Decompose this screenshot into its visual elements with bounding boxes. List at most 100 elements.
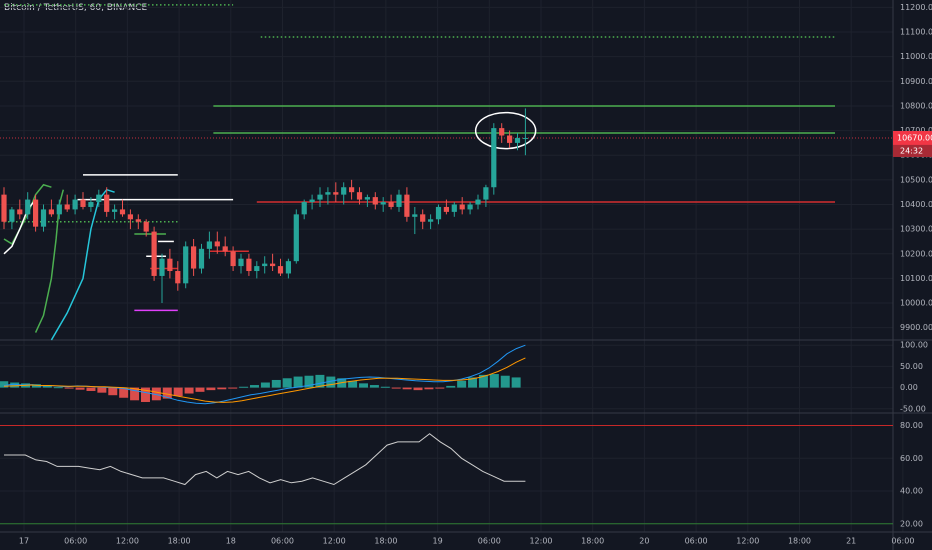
candle-body	[238, 258, 244, 267]
candle-body	[499, 128, 505, 136]
candle-body	[175, 271, 181, 284]
candle-body	[491, 128, 497, 188]
candle-body	[349, 187, 355, 193]
macd-bar	[478, 374, 488, 388]
macd-bar	[489, 374, 499, 388]
rsi-panel	[0, 424, 893, 525]
macd-bar	[326, 376, 336, 388]
macd-panel	[0, 344, 526, 405]
candle-body	[467, 204, 473, 210]
candle-body	[48, 209, 54, 215]
macd-bar	[151, 387, 161, 401]
macd-bar	[217, 387, 227, 390]
candle-body	[143, 221, 149, 232]
macd-bar	[402, 387, 412, 390]
price-tick-label: 9900.00	[900, 323, 932, 332]
candle-body	[191, 246, 197, 269]
time-tick-label: 19	[433, 537, 443, 546]
rsi-tick-label: 80.00	[900, 421, 923, 430]
macd-bar	[250, 385, 259, 388]
macd-bar	[0, 381, 9, 388]
rsi-tick-label: 40.00	[900, 487, 923, 496]
price-tick-label: 10500.00	[900, 175, 932, 184]
macd-bar	[86, 387, 96, 391]
candle-body	[135, 219, 141, 222]
candle-body	[262, 263, 268, 267]
macd-bar	[75, 387, 85, 390]
time-tick-label: 18:00	[788, 537, 811, 546]
time-tick-label: 18	[226, 537, 236, 546]
candle-body	[475, 199, 481, 205]
candle-body	[285, 261, 291, 274]
macd-bar	[260, 382, 270, 388]
candle-body	[293, 214, 299, 262]
candle-body	[396, 194, 402, 207]
candle-body	[246, 258, 252, 272]
candle-body	[198, 248, 205, 269]
time-tick-label: 21	[846, 537, 856, 546]
candle-body	[88, 202, 94, 207]
current-price-label: 10670.00	[897, 133, 932, 142]
macd-tick-label: 0.00	[900, 383, 918, 392]
price-tick-label: 10100.00	[900, 274, 932, 283]
price-tick-label: 10800.00	[900, 101, 932, 110]
time-tick-label: 18:00	[581, 537, 604, 546]
macd-bar	[315, 374, 325, 388]
time-tick-label: 06:00	[271, 537, 294, 546]
candle-body	[206, 241, 212, 249]
candle-body	[277, 266, 284, 274]
level-lines	[0, 4, 893, 341]
macd-bar	[195, 387, 205, 392]
time-tick-label: 06:00	[891, 537, 914, 546]
candle-body	[317, 194, 323, 200]
candle-body	[459, 204, 465, 210]
macd-bar	[511, 377, 521, 388]
candle-body	[183, 246, 189, 284]
macd-bar	[348, 380, 358, 388]
ma-curve	[34, 189, 65, 333]
candle-body	[25, 199, 31, 215]
countdown-label: 24:32	[900, 146, 923, 155]
candle-body	[443, 206, 449, 212]
candle-body	[230, 251, 236, 267]
macd-bar	[282, 378, 292, 388]
candle-body	[1, 194, 7, 222]
macd-bar	[97, 387, 107, 393]
candle-body	[380, 202, 386, 205]
candle-body	[112, 209, 118, 212]
macd-bar	[500, 375, 510, 388]
price-tick-label: 10700.00	[900, 126, 932, 135]
candle-body	[96, 194, 102, 203]
candle-body	[254, 266, 260, 272]
candle-body	[428, 219, 434, 222]
candle-body	[364, 197, 370, 200]
time-tick-label: 20	[639, 537, 649, 546]
candle-body	[119, 209, 126, 215]
candle-body	[341, 187, 347, 195]
macd-tick-label: 100.00	[900, 341, 928, 350]
price-tag	[893, 130, 932, 145]
candle-body	[9, 209, 15, 222]
candle-body	[64, 204, 70, 210]
macd-bar	[206, 387, 216, 391]
macd-tick-label: -50.00	[900, 404, 926, 413]
candle-body	[507, 135, 513, 143]
macd-bar	[53, 387, 63, 389]
time-tick-label: 06:00	[64, 537, 87, 546]
rsi-line	[4, 433, 526, 486]
candle-body	[435, 206, 442, 220]
candle-body	[372, 197, 378, 205]
macd-bar	[239, 386, 249, 388]
time-tick-label: 12:00	[736, 537, 759, 546]
candle-body	[412, 214, 418, 217]
macd-bar	[10, 382, 20, 388]
time-tick-label: 12:00	[116, 537, 139, 546]
price-tick-label: 10000.00	[900, 299, 932, 308]
axes: 11200.00 11100.00 11000.00 10900.00 10800.00…	[19, 3, 932, 546]
candle-body	[72, 199, 78, 210]
candle-body	[388, 202, 394, 207]
candle-body	[80, 199, 86, 207]
candle-body	[514, 137, 521, 143]
